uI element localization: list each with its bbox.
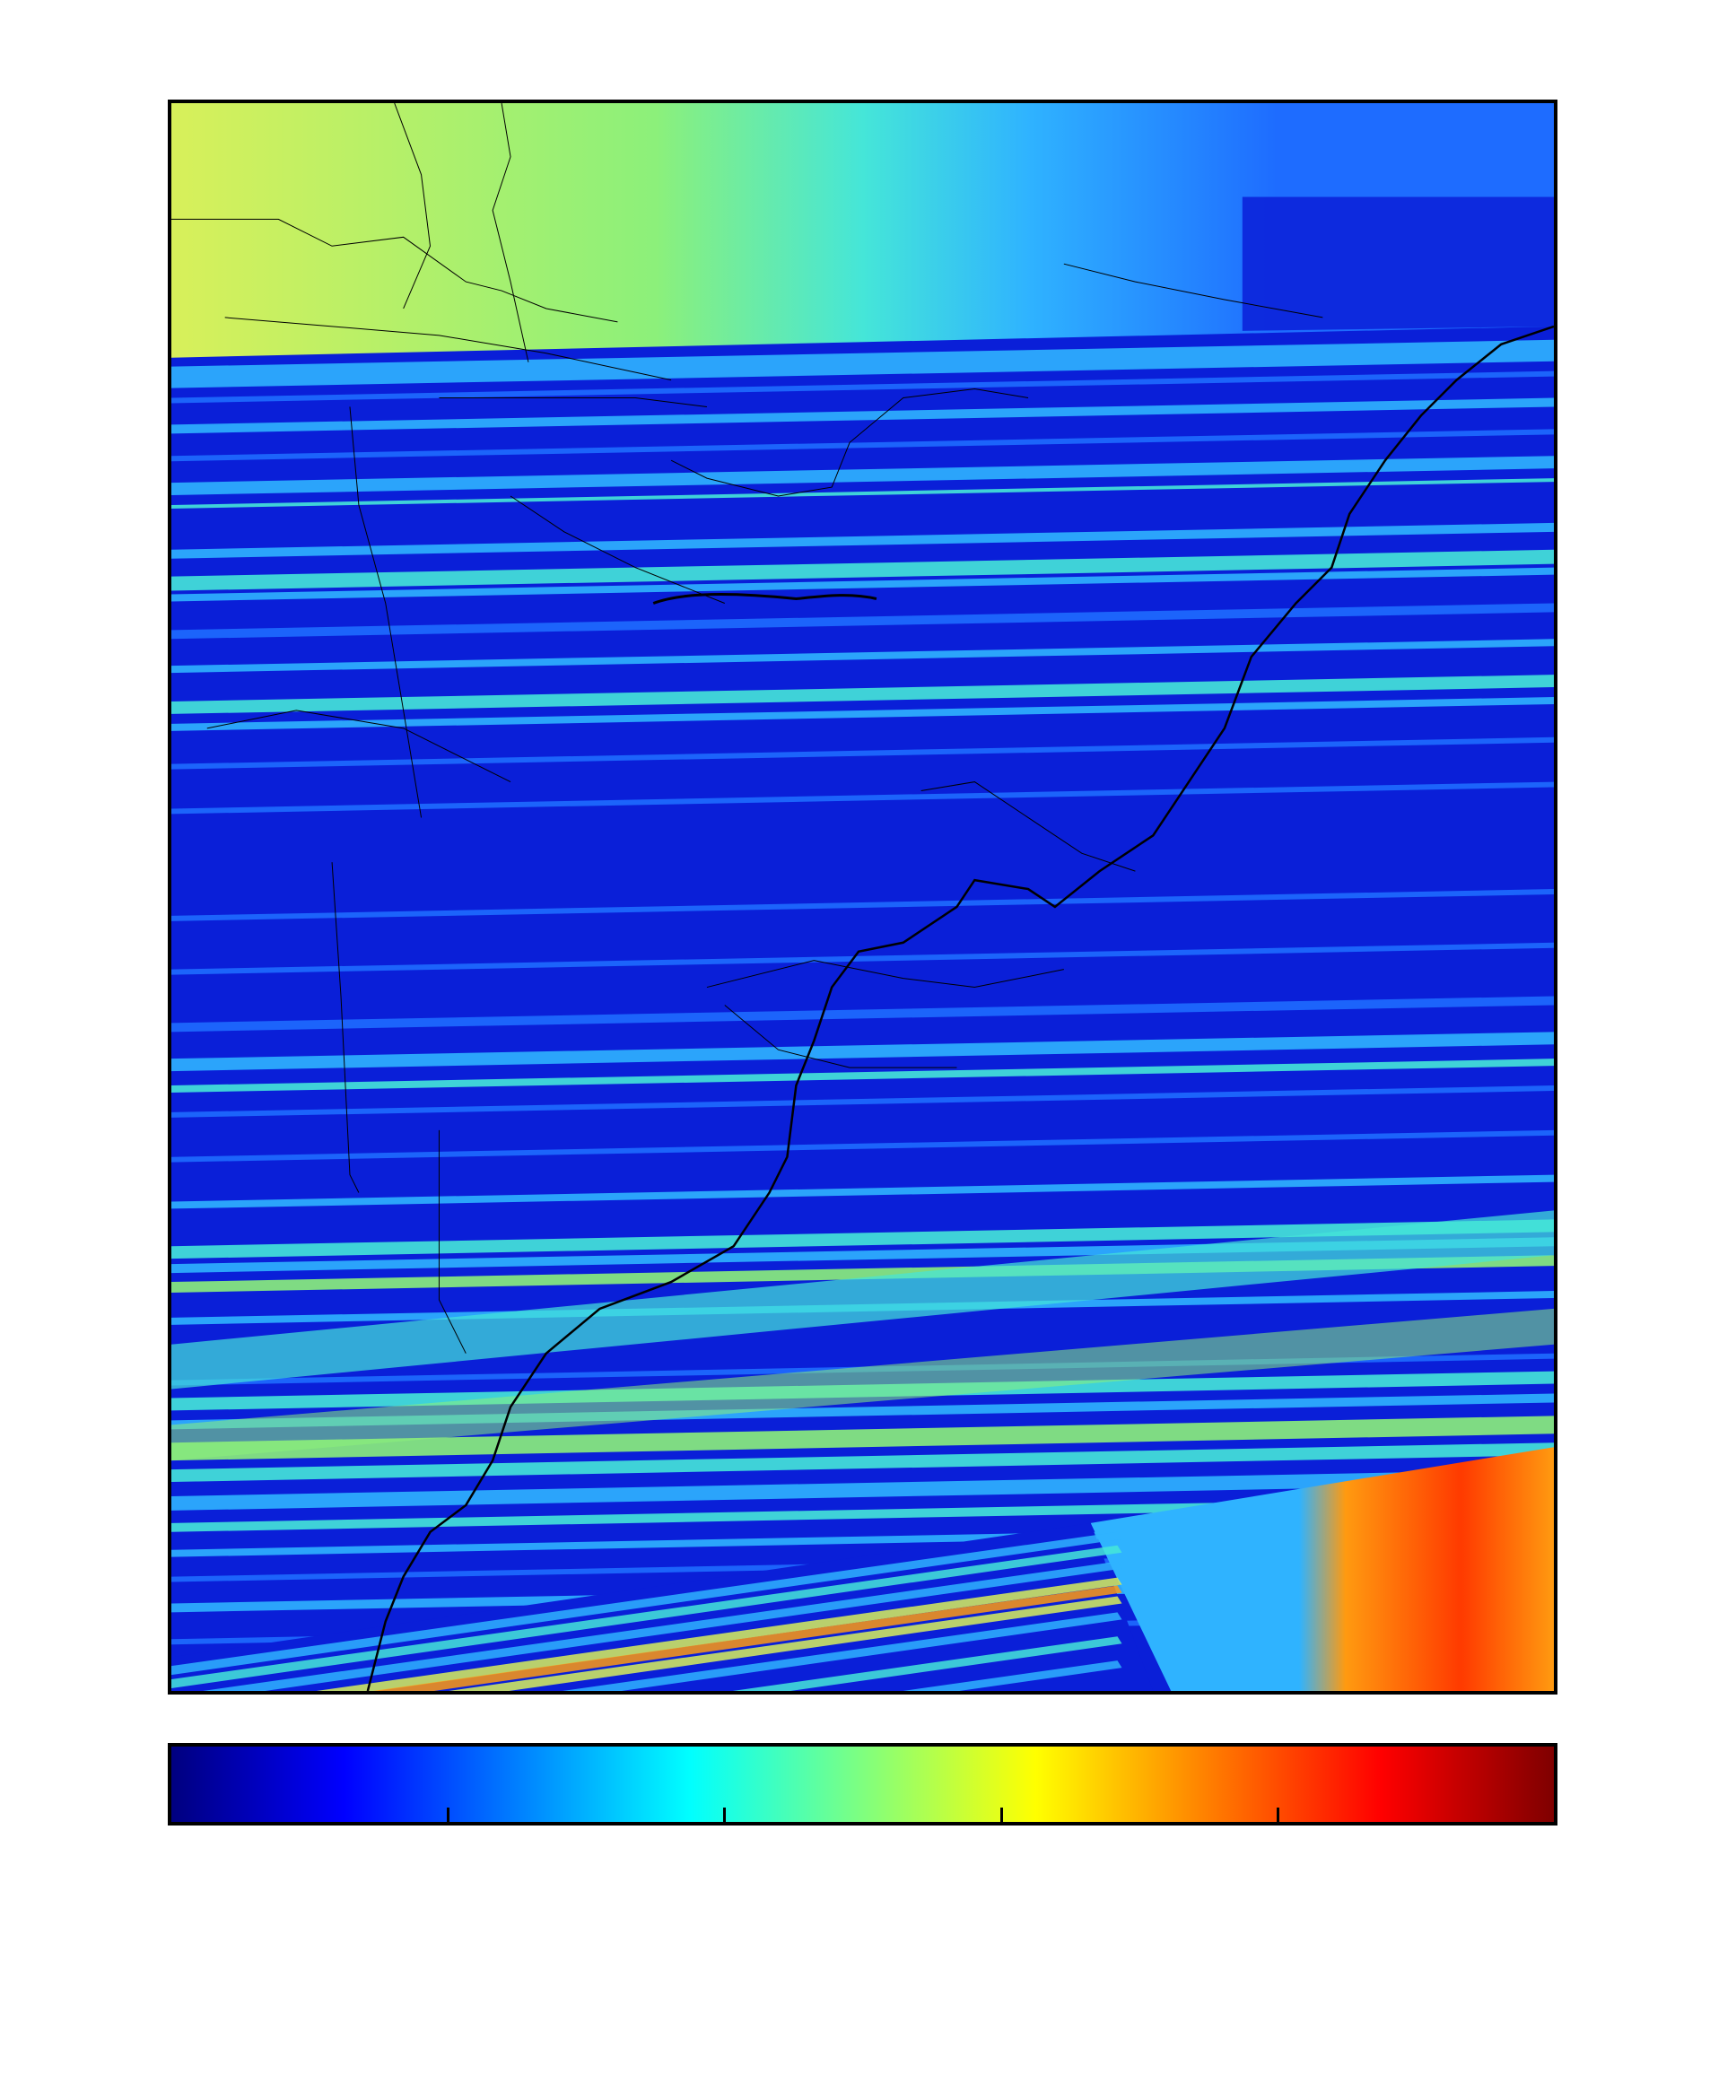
colorbar-tick — [447, 1808, 450, 1822]
swath-streak — [171, 1416, 1554, 1461]
country-border — [224, 317, 672, 381]
swath-streak — [171, 567, 1554, 602]
swath-bottom-green — [171, 1308, 1554, 1461]
swath-diagonal-stripe — [171, 1531, 1122, 1676]
swath-top-gap — [1242, 196, 1554, 331]
swath-diagonal-stripe — [562, 1612, 1122, 1691]
swath-streak — [171, 697, 1554, 731]
country-border — [206, 710, 511, 783]
swath-streak — [171, 1032, 1554, 1072]
swath-streak — [171, 522, 1554, 559]
swath-streak — [171, 1174, 1554, 1209]
river-estuary — [652, 593, 877, 605]
country-border — [920, 781, 1136, 872]
swath-streak — [171, 549, 1554, 591]
swath-streak — [171, 397, 1554, 434]
swath-corner-patch — [1090, 1447, 1554, 1691]
swath-bottom-cyan — [171, 1210, 1554, 1390]
colorbar-ticks — [171, 1747, 1554, 1822]
swath-diagonal-stripe — [732, 1636, 1122, 1691]
swath-streak — [171, 1442, 1554, 1483]
country-border — [331, 862, 360, 1193]
country-border — [492, 103, 529, 362]
colorbar-tick — [1276, 1808, 1279, 1822]
swath-diagonal-stripe — [171, 1545, 1122, 1689]
swath-streak — [171, 781, 1554, 815]
swath-diagonal-stripe — [903, 1660, 1122, 1691]
country-border — [724, 1005, 957, 1068]
country-border — [1063, 263, 1323, 318]
swath-streak — [171, 429, 1554, 462]
coastline — [366, 325, 1554, 1691]
country-border — [394, 103, 432, 309]
swath-streak — [171, 1059, 1554, 1094]
swath-top-band — [171, 103, 1554, 358]
swath-streak — [171, 889, 1554, 921]
satellite-swath-map — [171, 103, 1554, 1691]
swath-streak — [171, 639, 1554, 674]
country-border — [706, 960, 1064, 989]
swath-streak — [171, 456, 1554, 496]
swath-streak — [171, 996, 1554, 1033]
swath-streak — [171, 370, 1554, 404]
colorbar-tick — [723, 1808, 727, 1822]
colorbar-tick — [999, 1808, 1003, 1822]
swath-streak — [171, 478, 1554, 509]
country-border — [670, 388, 1029, 497]
country-border — [510, 495, 725, 604]
swath-streak — [171, 1219, 1554, 1259]
swath-streak — [171, 603, 1554, 640]
country-border — [439, 397, 707, 407]
country-border — [438, 1129, 467, 1354]
country-border — [171, 218, 618, 323]
swath-diagonal-stripe — [449, 1596, 1122, 1691]
map-panel — [168, 100, 1557, 1695]
swath-diagonal-stripe — [372, 1585, 1122, 1691]
country-border — [349, 406, 423, 818]
colorbar — [168, 1743, 1557, 1826]
swath-streak — [171, 736, 1554, 770]
swath-streak — [171, 1469, 1554, 1511]
swath-streak — [171, 339, 1554, 388]
swath-streak — [171, 1085, 1554, 1118]
swath-streak — [171, 942, 1554, 975]
swath-diagonal-stripe — [316, 1577, 1122, 1691]
swath-streak — [171, 675, 1554, 714]
swath-streak — [171, 1129, 1554, 1163]
swath-diagonal-stripe — [203, 1561, 1122, 1691]
